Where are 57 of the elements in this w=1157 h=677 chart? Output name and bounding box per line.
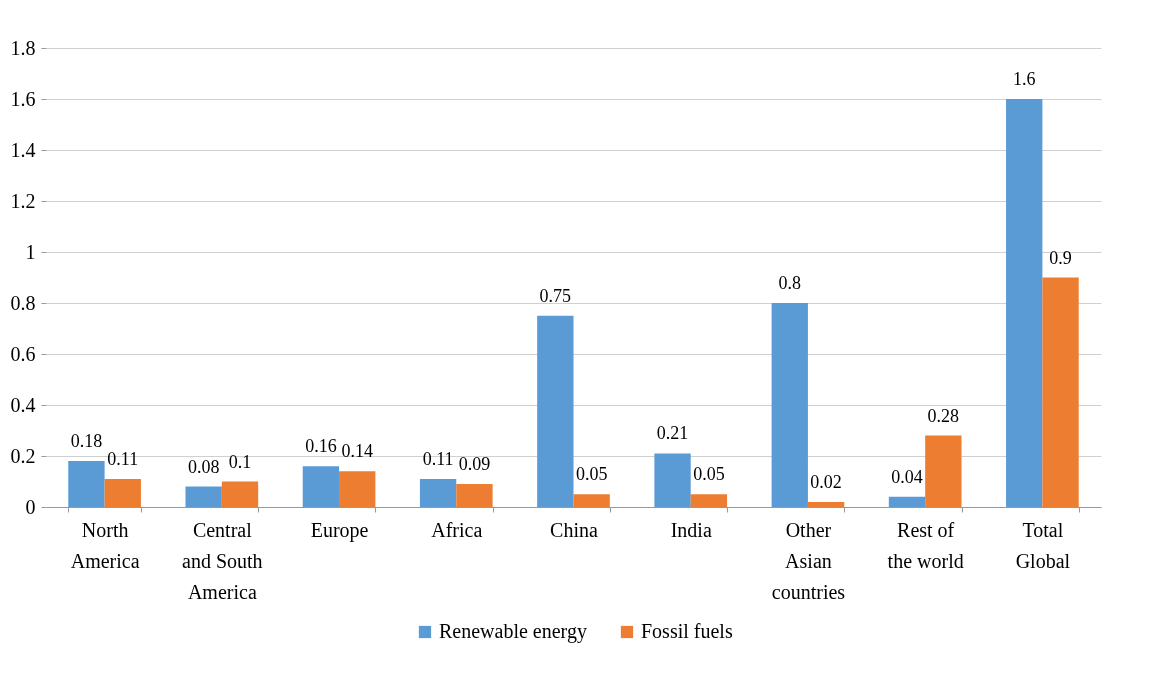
bar [1006, 99, 1043, 507]
y-tick-label: 0.8 [10, 291, 36, 314]
bar [573, 494, 610, 507]
bar [807, 501, 845, 507]
data-label: 0.16 [305, 436, 337, 457]
y-tick-label: 1.2 [10, 189, 36, 212]
bar [654, 453, 691, 507]
bar [339, 471, 376, 507]
bar [302, 466, 340, 507]
x-tick-label: Total Global [1015, 518, 1071, 572]
x-tick-label: China [550, 518, 599, 541]
x-tick-label: Other Asian countries [771, 518, 846, 603]
data-label: 0.1 [228, 451, 252, 472]
y-tick-label: 1 [25, 240, 36, 263]
bar [771, 303, 808, 507]
y-tick-label: 0.6 [10, 342, 36, 365]
y-tick-label: 1.6 [10, 87, 36, 110]
data-label: 0.02 [810, 471, 842, 492]
y-tick-label: 0.2 [10, 444, 36, 467]
bar [925, 435, 962, 507]
data-label: 0.04 [891, 466, 923, 487]
bar [690, 494, 728, 507]
x-tick-label: Rest of the world [887, 518, 964, 572]
data-label: 0.21 [656, 423, 689, 444]
data-label: 0.05 [693, 464, 725, 485]
data-label: 0.14 [341, 441, 373, 462]
x-tick-label: North America [70, 518, 140, 572]
data-label: 0.75 [539, 285, 572, 306]
legend-label: Fossil fuels [641, 620, 733, 642]
y-tick-label: 1.4 [10, 138, 36, 161]
data-label: 0.11 [107, 448, 139, 469]
legend-label: Renewable energy [439, 620, 587, 643]
x-tick-label: Central and South America [182, 518, 263, 603]
bar [221, 481, 259, 507]
data-label: 0.11 [422, 448, 454, 469]
data-label: 0.9 [1049, 247, 1072, 268]
data-label: 0.18 [70, 431, 103, 452]
data-label: 0.08 [187, 456, 220, 477]
bar [104, 478, 141, 507]
bar [185, 486, 222, 507]
bar [888, 496, 926, 507]
x-tick-label: Europe [310, 518, 369, 542]
bar [419, 478, 457, 507]
x-tick-label: India [670, 518, 712, 541]
y-tick-label: 0 [25, 495, 36, 518]
data-label: 0.8 [778, 273, 802, 293]
bar [456, 484, 493, 507]
bar [537, 315, 574, 507]
data-label: 0.28 [927, 405, 960, 426]
data-label: 1.6 [1012, 69, 1036, 89]
y-tick-label: 0.4 [10, 393, 36, 416]
y-tick-label: 1.8 [10, 36, 36, 59]
data-label: 0.05 [575, 464, 608, 485]
x-tick-label: Africa [431, 518, 483, 541]
bar [68, 461, 105, 507]
data-label: 0.09 [458, 454, 491, 475]
bar [1042, 277, 1079, 507]
